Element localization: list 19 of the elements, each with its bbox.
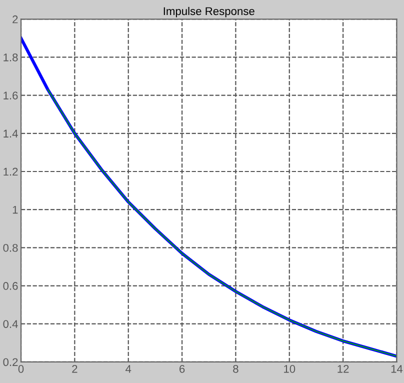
y-tick-label: 0.2	[3, 358, 18, 366]
y-tick-label: 0.4	[3, 320, 18, 328]
x-tick-label: 8	[233, 365, 238, 373]
x-tick-label: 10	[284, 365, 296, 373]
y-tick-label: 1.6	[4, 92, 18, 100]
chart-title: Impulse Response	[164, 6, 254, 18]
y-tick-label: 2	[12, 15, 18, 24]
x-tick-label: 2	[72, 365, 78, 373]
x-tick-label: 4	[126, 365, 132, 373]
x-tick-label: 12	[338, 365, 349, 373]
x-tick-label: 14	[391, 365, 403, 373]
y-tick-label: 1.8	[4, 54, 18, 62]
x-tick-label: 0	[18, 365, 24, 373]
y-tick-label: 0.6	[3, 282, 18, 290]
y-tick-label: 1	[12, 206, 18, 214]
y-tick-label: 1.4	[4, 130, 18, 138]
x-tick-label: 6	[180, 365, 185, 373]
y-tick-label: 0.8	[3, 244, 18, 252]
y-tick-label: 1.2	[4, 168, 18, 176]
